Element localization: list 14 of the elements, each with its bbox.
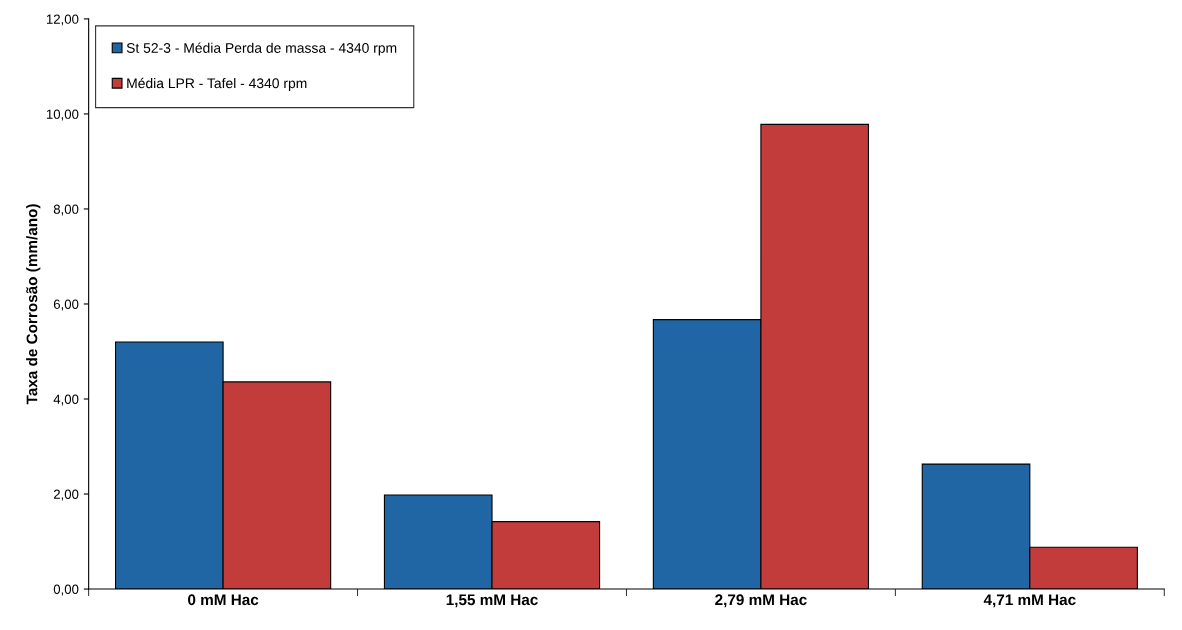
y-tick-label: 12,00 [46,14,79,26]
x-tick-label: 2,79 mM Hac [715,594,807,608]
y-tick-label: 10,00 [46,109,79,121]
y-tick-label: 0,00 [53,584,79,596]
x-tick-label: 0 mM Hac [188,594,259,606]
y-tick-label: 6,00 [53,299,79,311]
y-axis-title: Taxa de Corrosão (mm/ano) [26,204,41,405]
legend-label: St 52-3 - Média Perda de massa - 4340 rpm [126,42,397,56]
x-tick-label: 1,55 mM Hac [446,594,538,608]
y-tick-label: 4,00 [53,394,79,406]
y-tick-label: 2,00 [53,489,79,501]
x-tick-label: 4,71 mM Hac [983,594,1076,608]
y-tick-label: 8,00 [53,204,79,216]
legend-label: Média LPR - Tafel - 4340 rpm [127,77,307,91]
